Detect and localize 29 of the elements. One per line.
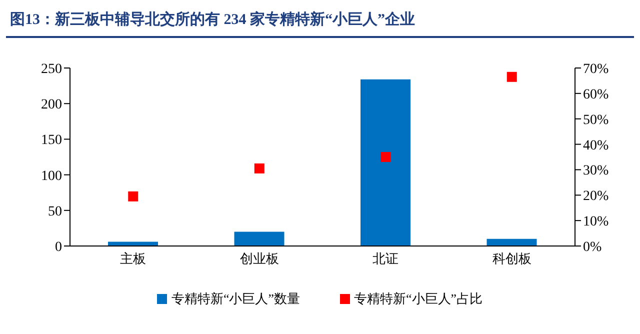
legend-label: 专精特新“小巨人”数量 [171,290,300,308]
bar [234,232,284,246]
y2-tick-label: 20% [583,189,609,204]
chart-title: 图13：新三板中辅导北交所的有 234 家专精特新“小巨人”企业 [10,10,415,29]
y2-tick-label: 50% [583,112,609,128]
y2-tick-label: 0% [583,240,602,255]
y-tick-label: 50 [48,204,62,220]
point [380,152,391,162]
bar [108,242,158,246]
y-tick-label: 0 [55,240,62,255]
point [254,163,264,174]
y2-tick-label: 10% [583,214,609,230]
y2-tick-label: 40% [583,138,609,154]
y-tick-label: 200 [41,98,62,113]
x-tick-label: 创业板 [240,251,279,266]
y-tick-label: 100 [41,168,62,184]
y-tick-label: 150 [41,133,62,148]
x-tick-label: 科创板 [492,251,532,266]
point [506,72,517,82]
y2-tick-label: 30% [583,164,609,179]
x-tick-label: 北证 [372,251,399,266]
point [128,191,138,202]
y2-tick-label: 70% [583,62,609,77]
legend-label: 专精特新“小巨人”占比 [354,290,483,308]
x-tick-label: 主板 [120,251,146,266]
bar [486,238,537,246]
bar [360,79,410,246]
y2-tick-label: 60% [583,87,609,102]
y-tick-label: 250 [41,62,62,77]
